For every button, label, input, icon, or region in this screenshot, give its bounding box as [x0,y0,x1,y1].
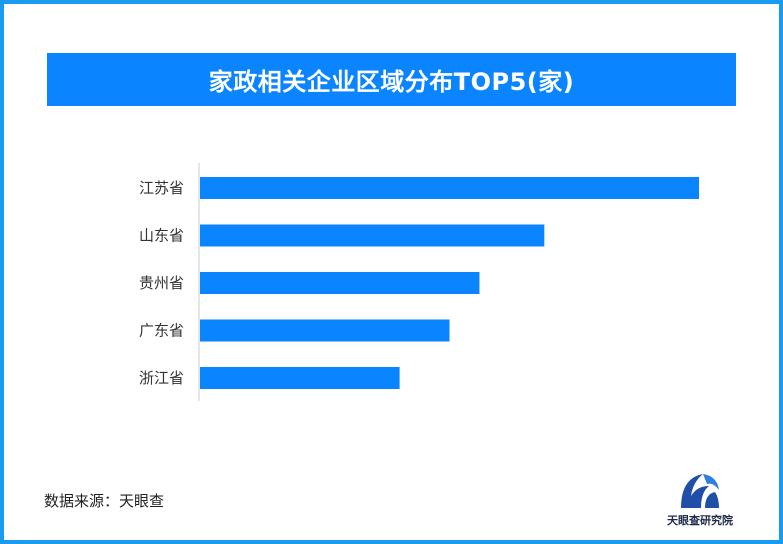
category-label: 江苏省 [139,179,184,197]
bars-group [200,177,699,389]
bar [200,367,400,389]
category-label: 山东省 [139,227,184,245]
category-label: 广东省 [139,322,184,340]
bar [200,177,699,199]
category-label: 浙江省 [139,369,184,387]
tianyancha-logo-icon [681,474,719,508]
bar [200,319,450,342]
logo-text: 天眼查研究院 [667,514,733,527]
data-source-note: 数据来源：天眼查 [44,492,165,510]
bar [200,272,480,294]
bar [200,224,545,247]
logo: 天眼查研究院 [655,468,745,530]
category-label: 贵州省 [139,274,184,292]
chart-title: 家政相关企业区域分布TOP5(家) [47,53,736,106]
